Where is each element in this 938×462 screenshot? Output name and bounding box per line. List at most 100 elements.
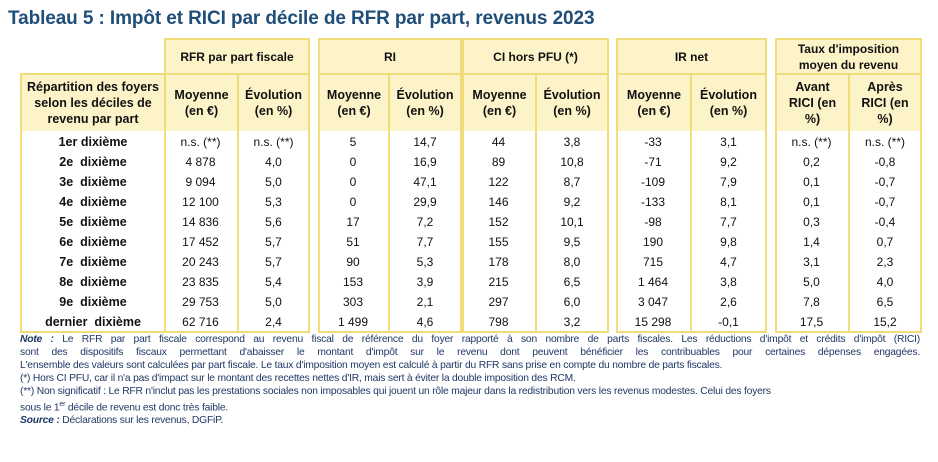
table-cell: n.s. (**) xyxy=(253,135,294,149)
source-text: Déclarations sur les revenus, DGFiP. xyxy=(59,415,224,427)
table-cell: 9,8 xyxy=(720,235,737,249)
table-cell: 5,7 xyxy=(265,235,282,249)
table-cell: n.s. (**) xyxy=(180,135,221,149)
table-cell: -133 xyxy=(640,195,666,209)
table-cell: 6,5 xyxy=(563,275,581,289)
table-cell: 303 xyxy=(342,295,364,309)
body-column xyxy=(616,131,692,333)
table-cell: -0,8 xyxy=(874,155,896,169)
row-label: 8e dixième xyxy=(59,275,127,289)
table-cell: 89 xyxy=(491,155,506,169)
table-cell: 0,1 xyxy=(803,175,820,189)
body-column xyxy=(848,131,922,333)
table-cell: 17,5 xyxy=(799,315,824,329)
table-cell: 14 836 xyxy=(182,215,219,229)
table-cell: 1,4 xyxy=(803,235,820,249)
row-label: 4e dixième xyxy=(59,195,127,209)
table-cell: 17 xyxy=(346,215,360,229)
column-header: Avant RICI (en %) xyxy=(775,73,850,133)
row-label: dernier dixième xyxy=(45,315,141,329)
table-cell: -71 xyxy=(644,155,662,169)
table-cell: 155 xyxy=(488,235,509,249)
table-cell: 8,1 xyxy=(720,195,737,209)
row-label: 2e dixième xyxy=(59,155,127,169)
table-cell: 3,8 xyxy=(563,135,581,149)
table-cell: 3,1 xyxy=(803,255,820,269)
table-cell: 9,5 xyxy=(563,235,581,249)
body-column xyxy=(237,131,310,333)
table-cell: 7,7 xyxy=(416,235,434,249)
footnote-double-star: (**) Non significatif : Le RFR n'inclut … xyxy=(20,385,920,398)
table-cell: 5,4 xyxy=(265,275,282,289)
table-cell: 15,2 xyxy=(873,315,897,329)
table-cell: 715 xyxy=(642,255,664,269)
group-header: IR net xyxy=(616,38,767,75)
note-text: sont des dispositifs fiscaux permettant … xyxy=(20,347,920,358)
table-cell: 9,2 xyxy=(720,155,737,169)
source-line: Source : Déclarations sur les revenus, D… xyxy=(20,414,920,427)
group-header: RI xyxy=(318,38,462,75)
table-cell: 29 753 xyxy=(182,295,219,309)
table-cell: 3,2 xyxy=(563,315,581,329)
table-cell: 0 xyxy=(349,195,357,209)
column-header: Évolution (en %) xyxy=(237,73,310,133)
body-column xyxy=(775,131,850,333)
table-cell: 7,7 xyxy=(720,215,737,229)
table-cell: -0,4 xyxy=(874,215,896,229)
row-label: 9e dixième xyxy=(59,295,127,309)
footnote-text: (*) Hors CI PFU, car il n'a pas d'impact… xyxy=(20,373,576,384)
table-cell: 47,1 xyxy=(413,175,437,189)
table-cell: 7,8 xyxy=(803,295,820,309)
table-cell: 12 100 xyxy=(182,195,219,209)
table-cell: 4,7 xyxy=(720,255,737,269)
body-column xyxy=(535,131,609,333)
footnote-star: (*) Hors CI PFU, car il n'a pas d'impact… xyxy=(20,372,920,385)
note-text: L'ensemble des valeurs sont calculées pa… xyxy=(20,360,723,371)
row-label: 6e dixième xyxy=(59,235,127,249)
column-header: Évolution (en %) xyxy=(535,73,609,133)
table-cell: 7,2 xyxy=(416,215,434,229)
table-cell: 4,0 xyxy=(265,155,282,169)
body-column xyxy=(318,131,390,333)
table-cell: 17 452 xyxy=(182,235,219,249)
table-cell: 178 xyxy=(488,255,509,269)
table-cell: 9 094 xyxy=(185,175,216,189)
table-cell: 5,0 xyxy=(265,175,282,189)
table-cell: 9,2 xyxy=(563,195,581,209)
note-line: sont des dispositifs fiscaux permettant … xyxy=(20,346,920,359)
table-title: Tableau 5 : Impôt et RICI par décile de … xyxy=(8,8,595,29)
row-label: 3e dixième xyxy=(59,175,127,189)
table-cell: 152 xyxy=(488,215,509,229)
table-cell: 0,2 xyxy=(803,155,820,169)
table-cell: 798 xyxy=(488,315,509,329)
table-cell: 297 xyxy=(488,295,509,309)
note-label: Note : xyxy=(20,334,54,345)
table-cell: 23 835 xyxy=(182,275,219,289)
footnote-text: décile de revenu est donc très faible. xyxy=(65,402,229,414)
table-cell: 0,3 xyxy=(803,215,820,229)
table-cell: 10,8 xyxy=(560,155,584,169)
table-cell: 1 464 xyxy=(637,275,669,289)
table-cell: -0,7 xyxy=(874,175,896,189)
row-label: 5e dixième xyxy=(59,215,127,229)
table-cell: 51 xyxy=(346,235,360,249)
group-header: CI hors PFU (*) xyxy=(462,38,609,75)
table-cell: 5 xyxy=(349,135,357,149)
column-header: Évolution (en %) xyxy=(690,73,767,133)
row-label: 1er dixième xyxy=(58,135,128,149)
column-header: Moyenne (en €) xyxy=(318,73,390,133)
note-line: Note : Le RFR par part fiscale correspon… xyxy=(20,333,920,346)
column-header: Après RICI (en %) xyxy=(848,73,922,133)
table-cell: 122 xyxy=(488,175,509,189)
table-cell: 4 878 xyxy=(185,155,216,169)
table-cell: 190 xyxy=(642,235,664,249)
table-cell: 0 xyxy=(349,155,357,169)
source-label: Source : xyxy=(20,415,60,427)
notes: Note : Le RFR par part fiscale correspon… xyxy=(20,333,920,427)
table-cell: 5,3 xyxy=(416,255,434,269)
superscript: er xyxy=(59,401,66,408)
table-cell: 6,0 xyxy=(563,295,581,309)
table-cell: 0 xyxy=(349,175,357,189)
table-cell: 5,7 xyxy=(265,255,282,269)
footnote-text: sous le 1 xyxy=(20,402,60,414)
